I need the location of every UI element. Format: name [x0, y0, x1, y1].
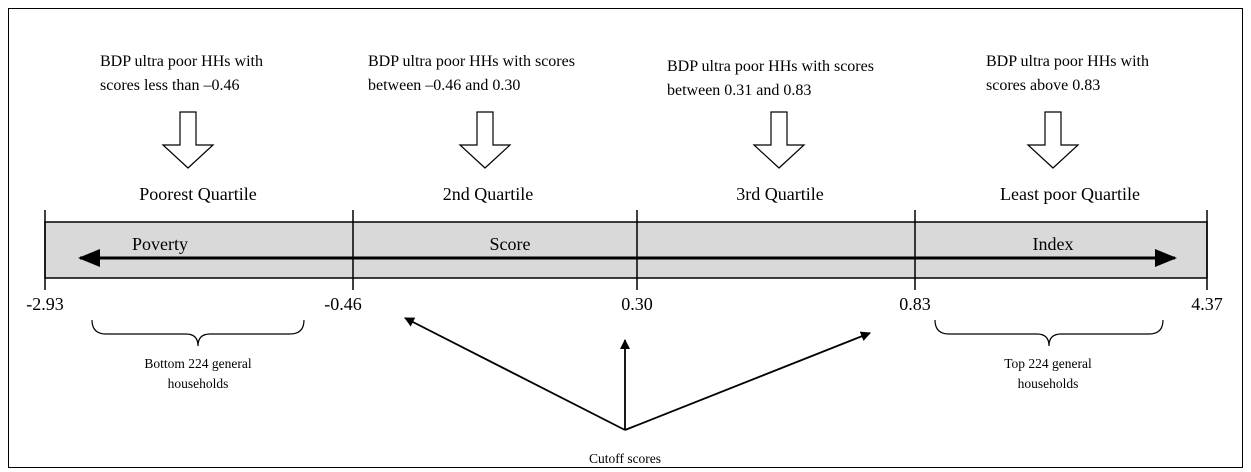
note-line: BDP ultra poor HHs with [986, 53, 1149, 70]
quartile-label: Least poor Quartile [1000, 184, 1140, 204]
bar-labels: Poverty Score Index [132, 234, 1073, 254]
quartile-label: 2nd Quartile [443, 184, 533, 204]
bottom-note: households [168, 376, 229, 391]
brace [934, 319, 1164, 347]
cutoff-arrow [624, 331, 871, 431]
cutpoint: -0.46 [324, 294, 362, 314]
note-line: between 0.31 and 0.83 [667, 82, 811, 99]
cutpoint: -2.93 [26, 294, 64, 314]
brace [91, 319, 305, 347]
quartile-notes: BDP ultra poor HHs with scores less than… [100, 53, 1149, 99]
cutoff-arrow [404, 317, 626, 431]
note-line: scores above 0.83 [986, 77, 1100, 94]
bottom-note: Bottom 224 general [144, 356, 251, 371]
cutpoint: 0.83 [899, 294, 931, 314]
down-arrow [1026, 111, 1080, 169]
hollow-arrows [161, 111, 1080, 169]
quartile-label: Poorest Quartile [139, 184, 256, 204]
note-line: BDP ultra poor HHs with [100, 53, 263, 70]
bottom-notes: Bottom 224 general households Top 224 ge… [144, 356, 1092, 391]
note-line: between –0.46 and 0.30 [368, 77, 520, 94]
bottom-note: Top 224 general [1004, 356, 1092, 371]
note-line: BDP ultra poor HHs with scores [368, 53, 575, 70]
note-line: scores less than –0.46 [100, 77, 240, 94]
cutpoint-labels: -2.93 -0.46 0.30 0.83 4.37 [26, 294, 1223, 314]
quartile-label: 3rd Quartile [736, 184, 823, 204]
bar-label: Index [1033, 234, 1074, 254]
braces [91, 319, 1164, 347]
cutpoint: 0.30 [621, 294, 653, 314]
note-line: BDP ultra poor HHs with scores [667, 58, 874, 75]
cutoff-label: Cutoff scores [589, 451, 661, 466]
bar-label: Score [490, 234, 531, 254]
down-arrow [458, 111, 512, 169]
down-arrow [752, 111, 806, 169]
cutpoint: 4.37 [1191, 294, 1223, 314]
down-arrow [161, 111, 215, 169]
quartile-labels: Poorest Quartile 2nd Quartile 3rd Quarti… [139, 184, 1140, 204]
bar-label: Poverty [132, 234, 188, 254]
bottom-note: households [1018, 376, 1079, 391]
frame [8, 8, 1243, 468]
cutoff-arrows [404, 317, 871, 431]
